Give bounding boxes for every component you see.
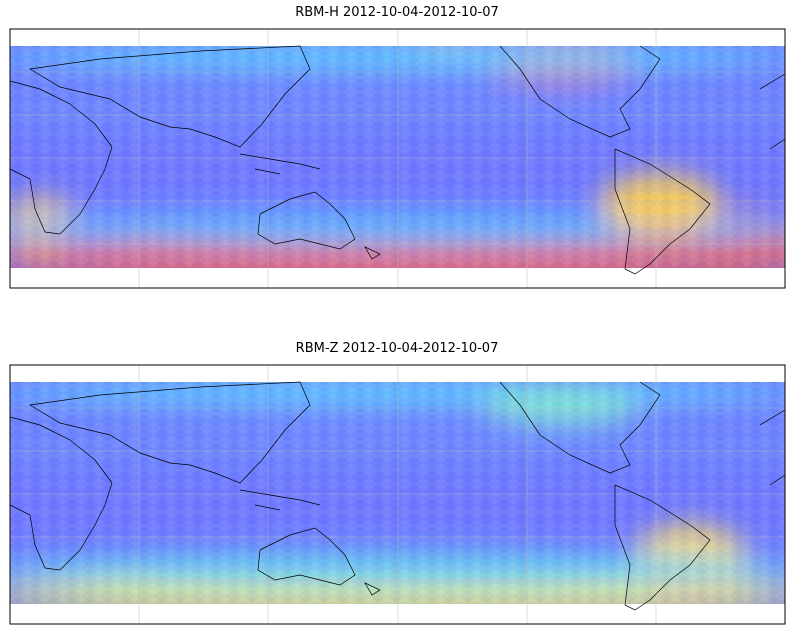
field-texture xyxy=(10,46,785,268)
map-frame xyxy=(9,28,786,289)
data-field xyxy=(10,382,785,604)
map-panel: RBM-H 2012-10-04-2012-10-07 xyxy=(9,5,786,289)
panel-title: RBM-H 2012-10-04-2012-10-07 xyxy=(295,5,499,20)
panel-title: RBM-Z 2012-10-04-2012-10-07 xyxy=(296,341,499,356)
map-frame xyxy=(9,364,786,625)
data-field xyxy=(10,46,785,268)
map-panel: RBM-Z 2012-10-04-2012-10-07 xyxy=(9,341,786,625)
field-texture xyxy=(10,382,785,604)
